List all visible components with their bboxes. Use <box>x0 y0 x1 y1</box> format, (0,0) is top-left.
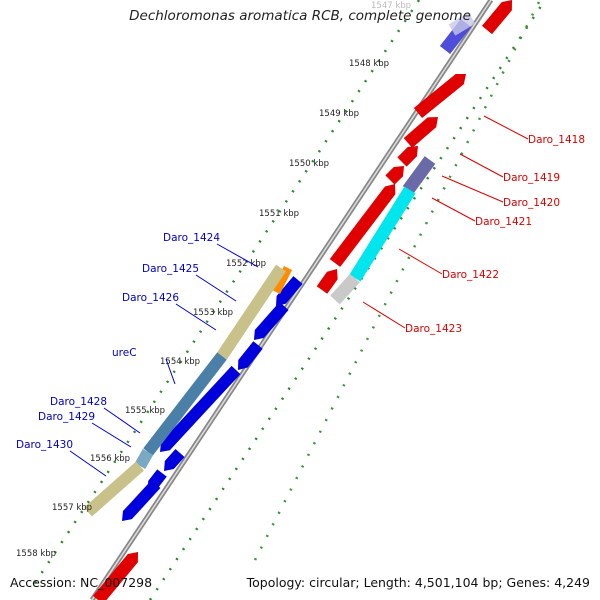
cds-forward-1420[interactable] <box>397 146 418 167</box>
cds-forward-1418[interactable] <box>413 74 466 119</box>
gene-label-reverse[interactable]: Daro_1428 <box>50 396 107 408</box>
gene-leader-line <box>69 450 107 477</box>
highlight-urec[interactable] <box>143 352 227 456</box>
scale-dotted-line <box>33 0 421 584</box>
gene-leader-line <box>165 358 176 385</box>
highlight-1423[interactable] <box>330 273 360 305</box>
gene-leader-line <box>441 175 504 203</box>
scale-label: 1553 kbp <box>193 308 233 318</box>
cds-forward-bottom[interactable] <box>93 552 138 600</box>
cds-forward-1423[interactable] <box>316 269 338 294</box>
cds-reverse-1428[interactable] <box>164 449 185 471</box>
gene-label-reverse[interactable]: Daro_1430 <box>16 439 73 451</box>
cds-forward-top[interactable] <box>482 0 512 35</box>
gc-dotted-line-inner <box>253 0 542 561</box>
highlight-top-grey[interactable] <box>448 12 476 36</box>
cds-forward-1419[interactable] <box>403 117 438 148</box>
highlight-1424-orange[interactable] <box>271 265 293 295</box>
gene-label-reverse[interactable]: ureC <box>112 347 137 359</box>
gene-leader-line <box>103 407 141 434</box>
gene-leader-line <box>459 153 504 178</box>
cds-reverse-1430[interactable] <box>122 479 161 521</box>
gene-label-forward[interactable]: Daro_1418 <box>528 134 585 146</box>
gene-leader-line <box>195 274 237 302</box>
scale-label: 1547 kbp <box>371 1 411 11</box>
cds-forward-1421[interactable] <box>385 166 404 185</box>
gene-leader-line <box>216 243 259 268</box>
cds-reverse-urec[interactable] <box>160 365 241 452</box>
topology-text: Topology: circular; Length: 4,501,104 bp… <box>246 575 590 590</box>
cds-reverse-1424[interactable] <box>276 276 303 306</box>
gene-label-reverse[interactable]: Daro_1429 <box>38 411 95 423</box>
scale-label: 1554 kbp <box>160 357 200 367</box>
scale-label: 1551 kbp <box>259 209 299 219</box>
scale-label: 1548 kbp <box>349 59 389 69</box>
cds-reverse-1426[interactable] <box>238 341 263 370</box>
gene-label-forward[interactable]: Daro_1423 <box>405 323 462 335</box>
highlight-1429-tan[interactable] <box>84 461 144 517</box>
gene-leader-line <box>483 115 529 140</box>
scale-label: 1555 kbp <box>125 406 165 416</box>
scale-label: 1556 kbp <box>90 454 130 464</box>
gene-leader-line <box>91 422 132 448</box>
scale-label: 1558 kbp <box>16 549 56 559</box>
gene-label-forward[interactable]: Daro_1420 <box>503 197 560 209</box>
scale-label: 1552 kbp <box>226 259 266 269</box>
accession-text: Accession: NC_007298 <box>10 575 153 590</box>
gene-label-forward[interactable]: Daro_1422 <box>442 269 499 281</box>
highlight-1420[interactable] <box>402 156 436 194</box>
highlight-1422[interactable] <box>349 186 416 282</box>
highlight-1424-tan[interactable] <box>217 264 286 360</box>
gene-leader-line <box>431 197 476 222</box>
gene-leader-line <box>362 301 406 329</box>
cds-reverse-1425[interactable] <box>254 302 289 340</box>
map-title: Dechloromonas aromatica RCB, complete ge… <box>129 8 471 24</box>
gene-label-reverse[interactable]: Daro_1426 <box>122 292 179 304</box>
gene-leader-line <box>175 303 217 331</box>
cds-forward-1422[interactable] <box>329 184 396 267</box>
scale-label: 1549 kbp <box>319 109 359 119</box>
highlight-1428[interactable] <box>134 449 154 469</box>
scale-label: 1550 kbp <box>289 159 329 169</box>
gene-label-reverse[interactable]: Daro_1425 <box>142 263 199 275</box>
gene-label-forward[interactable]: Daro_1419 <box>503 172 560 184</box>
scale-label: 1557 kbp <box>52 503 92 513</box>
gc-dotted-line <box>148 0 547 600</box>
gene-leader-line <box>398 248 443 275</box>
gene-label-forward[interactable]: Daro_1421 <box>475 216 532 228</box>
gene-label-reverse[interactable]: Daro_1424 <box>163 232 220 244</box>
